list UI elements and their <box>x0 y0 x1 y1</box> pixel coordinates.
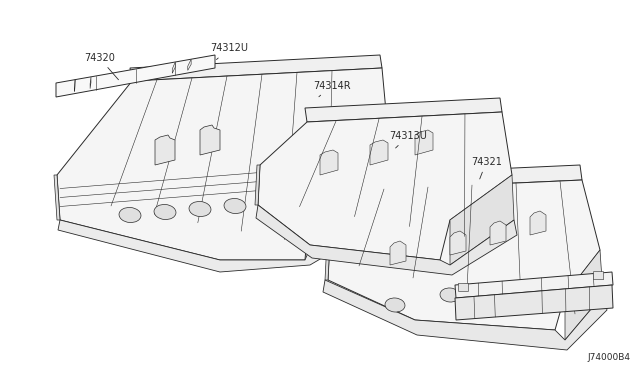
Text: 74320: 74320 <box>84 53 118 80</box>
Text: 74314R: 74314R <box>313 81 350 97</box>
Polygon shape <box>370 140 388 165</box>
Text: 74312U: 74312U <box>210 44 248 60</box>
Ellipse shape <box>259 195 281 211</box>
Polygon shape <box>200 125 220 155</box>
Polygon shape <box>57 68 390 260</box>
Polygon shape <box>255 165 260 205</box>
Polygon shape <box>58 200 395 272</box>
Polygon shape <box>450 175 514 265</box>
Polygon shape <box>172 62 175 73</box>
Polygon shape <box>455 272 613 298</box>
Polygon shape <box>565 250 603 340</box>
Polygon shape <box>305 98 502 122</box>
Polygon shape <box>256 205 517 275</box>
Ellipse shape <box>385 298 405 312</box>
Polygon shape <box>56 55 215 97</box>
Polygon shape <box>415 130 433 155</box>
Polygon shape <box>155 135 175 165</box>
Polygon shape <box>325 240 330 280</box>
Text: 74321: 74321 <box>471 157 502 179</box>
Polygon shape <box>360 165 582 190</box>
Text: 74313U: 74313U <box>389 131 428 148</box>
Polygon shape <box>455 285 613 320</box>
Polygon shape <box>323 280 607 350</box>
Polygon shape <box>310 155 392 248</box>
Ellipse shape <box>224 199 246 214</box>
Polygon shape <box>530 211 546 235</box>
FancyBboxPatch shape <box>458 283 468 291</box>
Polygon shape <box>258 112 512 260</box>
Polygon shape <box>328 180 600 330</box>
Ellipse shape <box>119 208 141 222</box>
Ellipse shape <box>440 288 460 302</box>
Ellipse shape <box>154 205 176 219</box>
FancyBboxPatch shape <box>593 272 604 280</box>
Polygon shape <box>130 55 382 81</box>
Polygon shape <box>490 221 506 245</box>
Text: J74000B4: J74000B4 <box>587 353 630 362</box>
Ellipse shape <box>189 202 211 217</box>
Polygon shape <box>188 59 191 70</box>
Polygon shape <box>90 77 91 89</box>
Polygon shape <box>390 241 406 265</box>
Polygon shape <box>54 175 60 220</box>
Polygon shape <box>320 150 338 175</box>
Polygon shape <box>450 231 466 255</box>
